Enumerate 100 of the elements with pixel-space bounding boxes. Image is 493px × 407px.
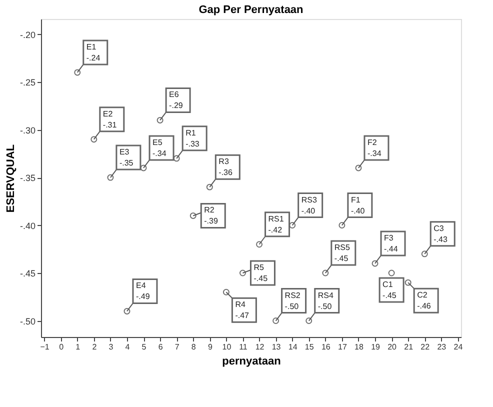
point: [156, 116, 164, 124]
x-tick-label: −1: [40, 342, 50, 352]
point: [306, 318, 312, 324]
annotation: F1: [350, 195, 361, 204]
y-tick-label: -.35: [20, 173, 36, 184]
y-tick-label: -.25: [20, 78, 36, 88]
y-tick-label: -.45: [20, 268, 36, 279]
data-label: -.45: [382, 291, 397, 300]
annotation: R3: [218, 157, 230, 166]
x-tick-label: 20: [388, 342, 398, 352]
x-tick-label: 23: [437, 342, 447, 352]
annotation: RS3: [301, 195, 318, 204]
point: [256, 241, 263, 248]
point: [107, 174, 114, 181]
x-tick-label: 24: [454, 342, 464, 352]
annotation: RS5: [334, 243, 351, 252]
x-tick-label: 16: [321, 342, 331, 352]
x-tick-label: 0: [59, 342, 64, 352]
annotation: C2: [417, 290, 428, 300]
data-label: -.34: [367, 148, 382, 158]
x-tick-label: 15: [304, 342, 314, 352]
annotation: E2: [102, 109, 114, 118]
x-tick-label: 19: [371, 342, 381, 352]
point: [355, 164, 362, 172]
annotation: R4: [235, 300, 246, 310]
data-label: -.47: [235, 311, 250, 320]
x-tick-label: 5: [142, 342, 147, 352]
x-tick-label: 17: [338, 342, 348, 352]
point: [173, 155, 180, 162]
data-label: -.43: [434, 234, 448, 244]
point: [404, 279, 412, 286]
y-tick-label: -.30: [20, 125, 36, 136]
annotation: E3: [119, 148, 130, 157]
point: [222, 288, 230, 296]
annotation: E6: [169, 90, 180, 100]
point: [322, 270, 329, 276]
x-axis-title: pernyataan: [222, 356, 282, 368]
x-tick-label: 4: [125, 342, 130, 352]
annotation: RS4: [318, 290, 334, 300]
data-label: -.40: [301, 206, 316, 216]
point: [206, 184, 213, 190]
annotation: F3: [384, 233, 394, 242]
annotation: C1: [382, 280, 394, 290]
point: [421, 250, 428, 258]
x-tick-label: 14: [288, 342, 298, 352]
data-label: -.31: [102, 120, 118, 130]
x-tick-label: 18: [354, 342, 364, 352]
point: [140, 164, 147, 172]
x-tick-label: 7: [174, 342, 180, 352]
annotation: R1: [186, 128, 196, 138]
x-tick-label: 1: [76, 342, 81, 352]
point: [388, 270, 395, 276]
data-label: -.49: [136, 292, 150, 302]
annotation: E1: [86, 42, 97, 52]
point: [338, 222, 346, 229]
x-tick-label: 3: [108, 342, 114, 352]
point: [289, 222, 296, 229]
data-label: -.40: [350, 206, 366, 216]
x-tick-label: 6: [158, 342, 164, 352]
annotation: R2: [204, 206, 215, 215]
data-label: -.50: [284, 302, 300, 311]
annotation: E5: [152, 138, 163, 147]
y-axis-title: ESERVQUAL: [4, 144, 17, 213]
x-tick-label: 2: [92, 342, 98, 352]
data-label: -.42: [268, 225, 283, 234]
data-label: -.33: [186, 139, 200, 148]
annotation: C3: [434, 224, 444, 233]
point: [272, 318, 280, 324]
data-label: -.29: [169, 101, 184, 110]
data-label: -.46: [417, 302, 432, 311]
data-label: -.24: [86, 53, 101, 62]
point: [239, 270, 246, 276]
annotation: R5: [254, 263, 265, 272]
point: [372, 260, 378, 267]
x-tick-label: 21: [404, 342, 414, 352]
point: [90, 136, 98, 143]
x-tick-label: 13: [272, 342, 282, 352]
point: [124, 308, 130, 314]
x-tick-label: 9: [208, 342, 213, 352]
point: [74, 69, 81, 76]
data-label: -.35: [119, 158, 134, 168]
data-label: -.36: [218, 168, 233, 178]
data-label: -.39: [204, 216, 218, 226]
annotation: E4: [136, 281, 146, 290]
x-tick-label: 12: [255, 342, 265, 352]
annotation: RS1: [268, 214, 284, 224]
chart-title: Gap Per Pernyataan: [198, 4, 304, 16]
data-label: -.44: [384, 244, 398, 254]
x-tick-label: 11: [239, 342, 248, 352]
data-label: -.45: [254, 274, 268, 284]
x-tick-label: 10: [222, 342, 232, 352]
x-tick-label: 22: [420, 342, 430, 352]
x-tick-label: 8: [191, 342, 196, 352]
y-tick-label: -.50: [20, 316, 36, 326]
data-label: -.45: [334, 254, 349, 264]
y-tick-label: -.40: [20, 220, 36, 231]
annotation: RS2: [284, 290, 301, 300]
annotation: F2: [367, 138, 378, 147]
data-label: -.34: [152, 148, 167, 158]
y-tick-label: -.20: [20, 30, 36, 40]
